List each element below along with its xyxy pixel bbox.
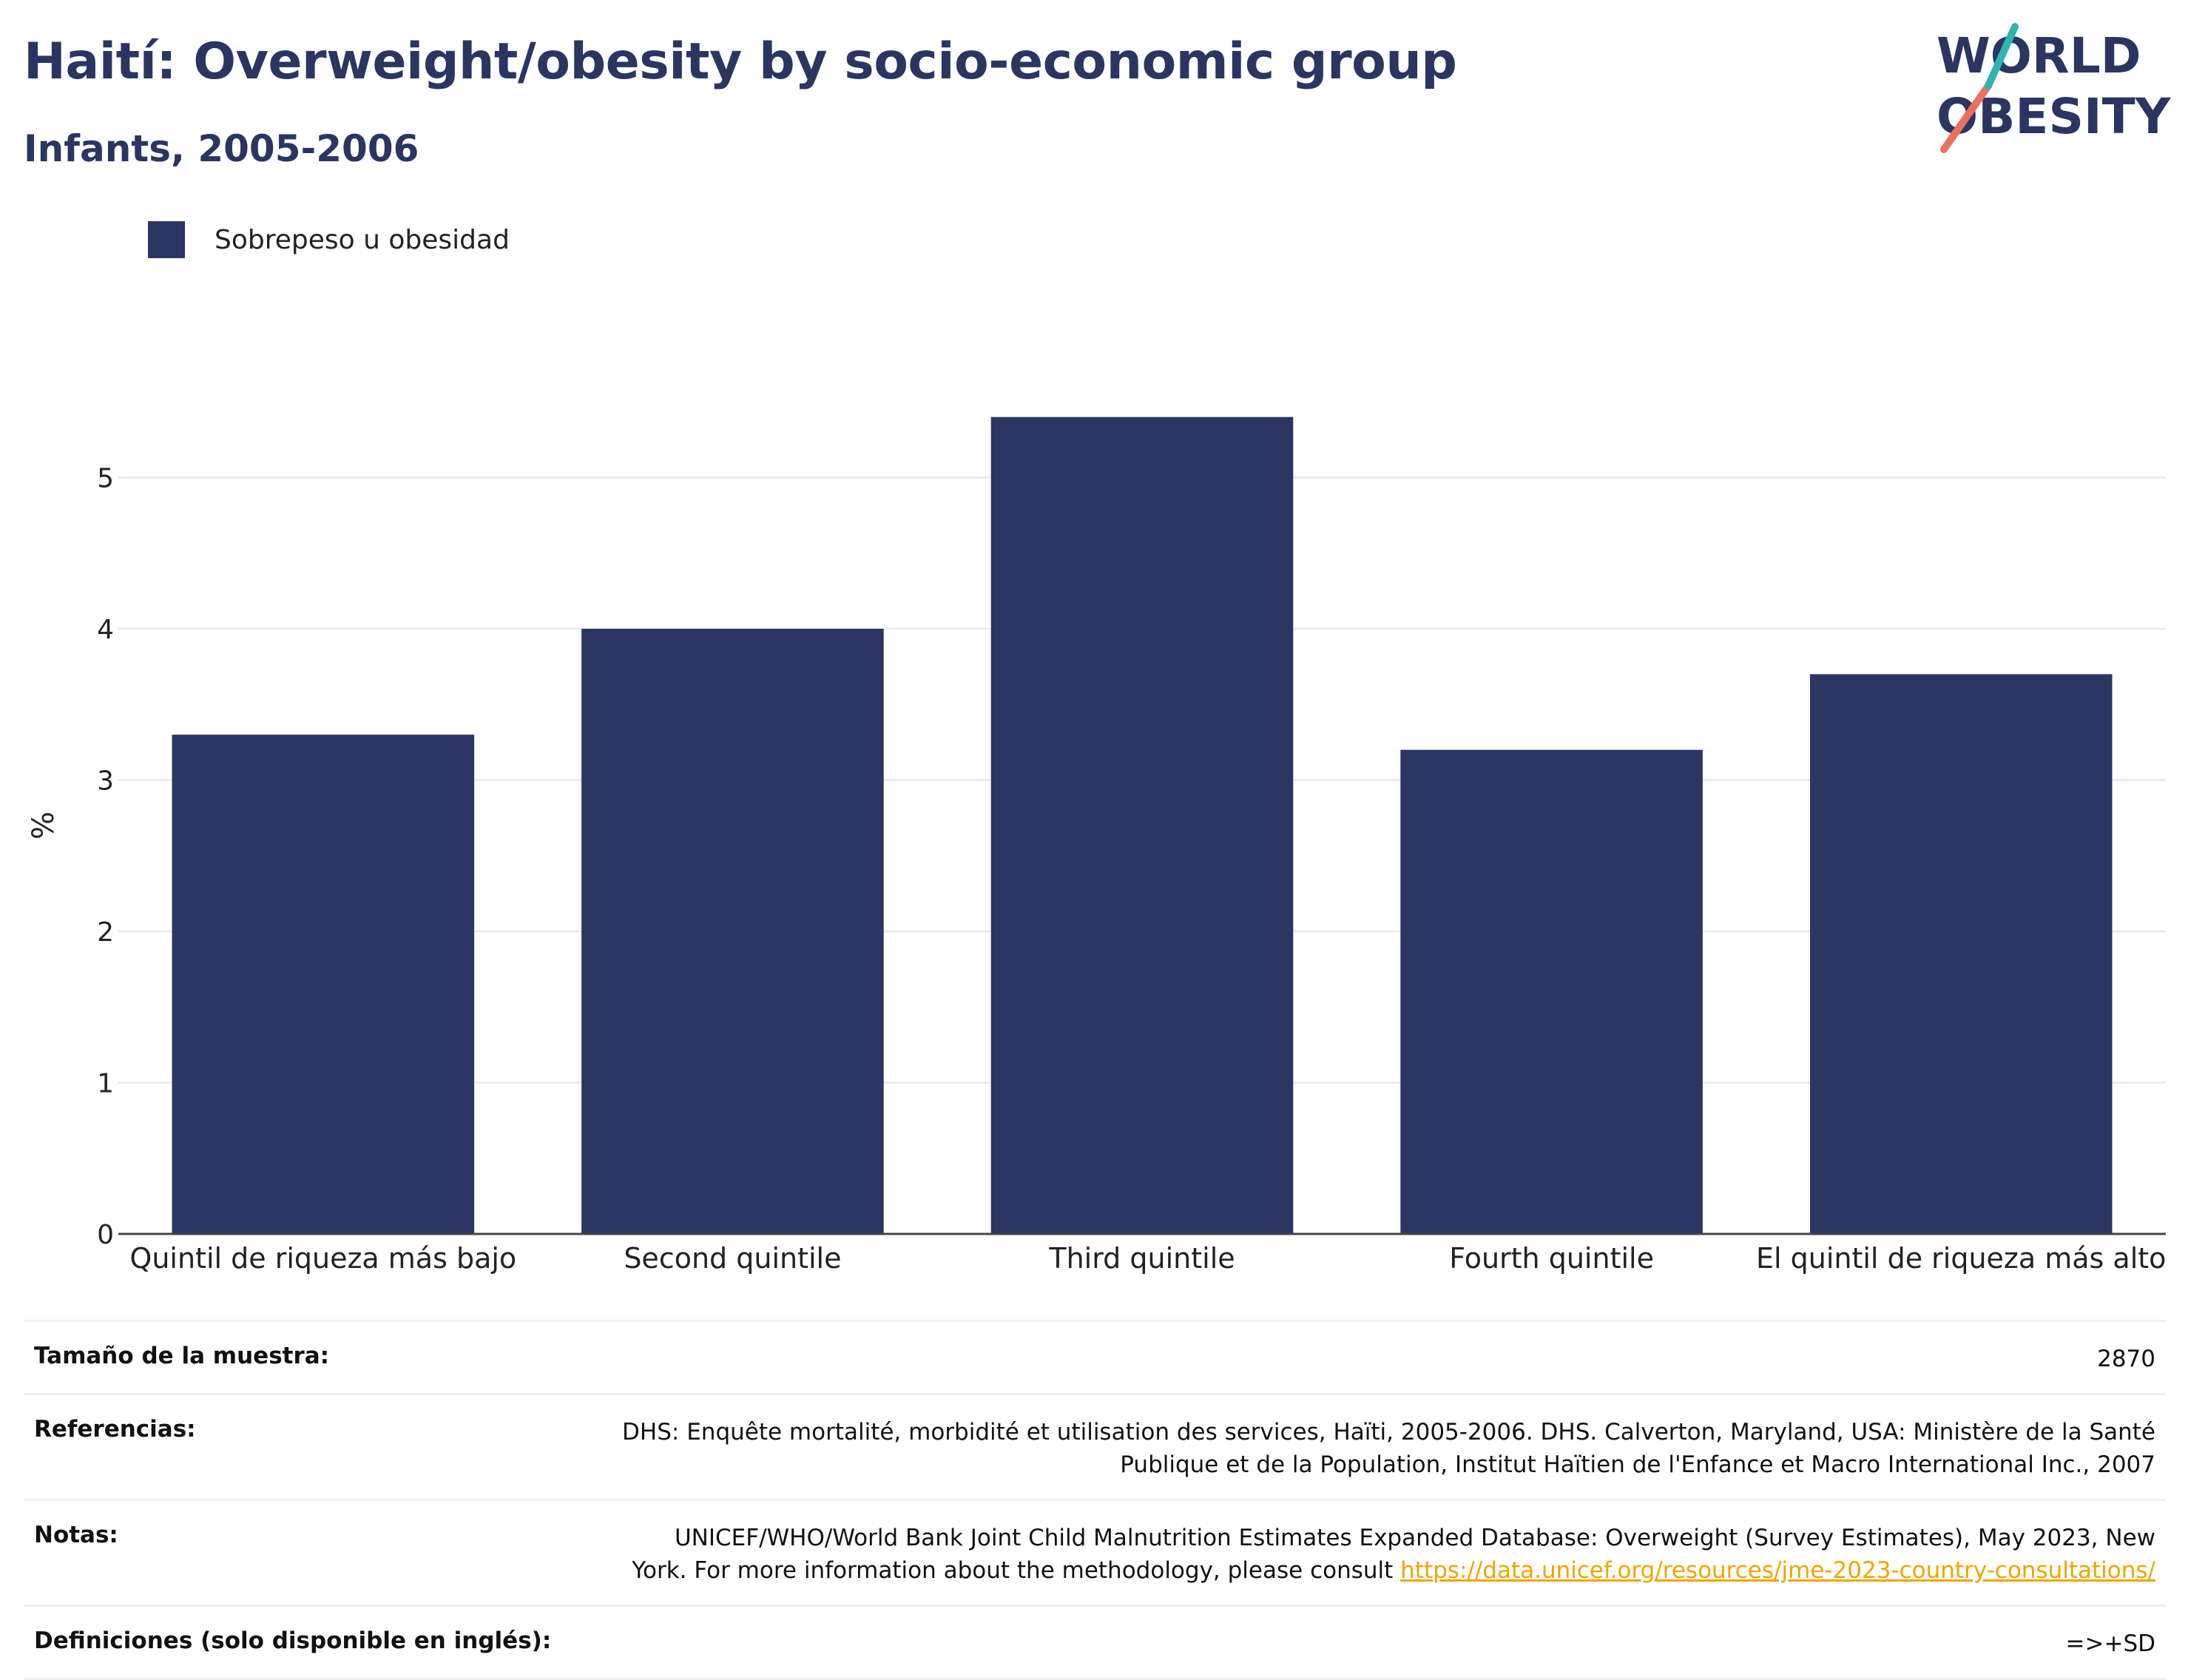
logo-line-1: WORLD: [1937, 27, 2141, 84]
sample-size-value: 2870: [2097, 1346, 2155, 1372]
y-axis-label: %: [27, 812, 61, 840]
x-tick-label: Third quintile: [1048, 1242, 1235, 1275]
bar: [1809, 674, 2113, 1234]
notes-text-2: York. For more information about the met…: [632, 1557, 1401, 1584]
sample-size-row: Tamaño de la muestra: 2870: [24, 1320, 2166, 1393]
logo-slash-red: [1940, 82, 1992, 153]
y-tick-label: 2: [97, 917, 114, 948]
y-tick-label: 5: [97, 464, 114, 494]
info-table: Tamaño de la muestra: 2870 Referencias: …: [24, 1320, 2166, 1680]
bars: [172, 416, 2113, 1235]
notes-label: Notas:: [34, 1522, 118, 1548]
x-tick-label: Fourth quintile: [1449, 1242, 1654, 1275]
y-tick-label: 1: [97, 1069, 114, 1099]
references-text-1: DHS: Enquête mortalité, morbidité et uti…: [622, 1419, 2155, 1445]
bar: [172, 735, 475, 1234]
x-tick-label: Second quintile: [624, 1242, 841, 1275]
definitions-row: Definiciones (solo disponible en inglés)…: [24, 1605, 2166, 1680]
x-tick-label: Quintil de riqueza más bajo: [129, 1242, 516, 1275]
bar-chart: 0 1 2 3 4 5% Quintil de riqueza más bajo Second…: [27, 416, 2166, 1275]
notes-text-1: UNICEF/WHO/World Bank Joint Child Malnut…: [674, 1525, 2155, 1551]
y-tick-label: 3: [97, 766, 114, 797]
legend-swatch: [148, 221, 185, 258]
notes-row: Notas: UNICEF/WHO/World Bank Joint Child…: [24, 1499, 2166, 1605]
legend-label: Sobrepeso u obesidad: [215, 224, 510, 255]
y-tick-label: 4: [97, 615, 114, 645]
logo-slash-teal: [1985, 23, 2019, 90]
references-label: Referencias:: [34, 1416, 196, 1443]
axes: 0 1 2 3 4 5% Quintil de riqueza más bajo Second…: [27, 464, 2166, 1275]
bar: [1400, 749, 1703, 1234]
definitions-label: Definiciones (solo disponible en inglés)…: [34, 1627, 552, 1654]
page-title: Haití: Overweight/obesity by socio-econo…: [24, 33, 1457, 91]
references-text-2: Publique et de la Population, Institut H…: [1120, 1451, 2155, 1478]
sample-size-label: Tamaño de la muestra:: [34, 1343, 330, 1369]
page-subtitle: Infants, 2005-2006: [24, 127, 419, 170]
references-value: DHS: Enquête mortalité, morbidité et uti…: [622, 1416, 2155, 1481]
x-tick-label: El quintil de riqueza más alto: [1756, 1242, 2166, 1275]
definitions-value: =>+SD: [2065, 1630, 2155, 1657]
bar: [990, 416, 1294, 1235]
notes-value: UNICEF/WHO/World Bank Joint Child Malnut…: [632, 1522, 2155, 1587]
bar: [581, 629, 884, 1234]
y-tick-label: 0: [97, 1220, 114, 1250]
world-obesity-logo: WORLD OBESITY: [1937, 23, 2172, 153]
references-row: Referencias: DHS: Enquête mortalité, mor…: [24, 1393, 2166, 1499]
methodology-link[interactable]: https://data.unicef.org/resources/jme-20…: [1400, 1557, 2155, 1584]
chart-legend: Sobrepeso u obesidad: [148, 219, 510, 260]
